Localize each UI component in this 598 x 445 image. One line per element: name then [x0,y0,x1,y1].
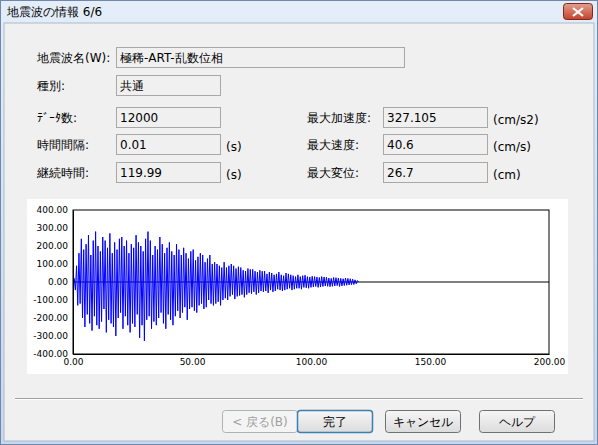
field-label: 最大速度: [307,138,359,152]
tick: -200.00 [33,313,73,323]
button-label[interactable]: 完了 [323,415,347,429]
close-icon[interactable] [573,8,583,16]
x-axis: 0.00 50.00 100.00 150.00 200.00 [63,354,565,367]
field-value: 26.7 [387,166,414,180]
axis-line [74,354,550,355]
tick: 200.00 [534,354,566,367]
field-value: 0.01 [120,138,147,152]
tick: 300.00 [37,223,74,233]
dialog-window: 地震波の情報 6/6 地震波名(W): 極稀-ART-乱数位相種別: 共通 ﾃﾞｰﾀ数:… [0,0,598,445]
field-label: 最大変位: [307,166,359,180]
tick-label: -200.00 [33,313,68,323]
tick: 150.00 [415,354,447,367]
window-title: 地震波の情報 6/6 [6,5,102,19]
close-button[interactable] [564,4,593,20]
field-unit: (s) [226,168,242,182]
separator-highlight [15,399,583,400]
field-box [117,135,221,155]
field: 時間間隔: 0.01 (s) [37,135,242,155]
tick-label: -100.00 [33,295,68,305]
field-unit: (cm/s) [493,140,531,154]
tick-label: 300.00 [37,223,69,233]
plot-frame [73,210,549,354]
field-unit: (cm/s2) [493,113,539,127]
button-label: < 戻る(B) [232,415,287,429]
field-box [117,76,221,96]
button-label[interactable]: キャンセル [393,415,453,429]
tick: 50.00 [180,354,206,367]
field-box [384,135,488,155]
field: 種別: 共通 [37,76,221,96]
button-bg [223,411,298,433]
field-label: 地震波名(W): [36,51,110,65]
button-bg[interactable] [298,411,373,433]
axis-line [73,211,74,355]
tick-label: 0.00 [48,277,68,287]
tick: -100.00 [33,295,73,305]
tick-label: 400.00 [37,205,69,215]
field-label: ﾃﾞｰﾀ数: [37,111,77,125]
tick: 200.00 [37,241,74,251]
tick-label: 100.00 [296,357,328,367]
button[interactable]: ヘルプ [480,411,555,433]
field: 最大加速度: 327.105 (cm/s2) [307,108,539,128]
tick-label: 150.00 [415,357,447,367]
field-box [384,108,488,128]
button: < 戻る(B) [223,411,298,433]
close-button-bg[interactable] [564,4,593,20]
tick-label: 100.00 [37,259,69,269]
button-bg[interactable] [386,411,461,433]
field: 継続時間: 119.99 (s) [36,163,242,183]
tick: 100.00 [296,354,328,367]
tick-label: 50.00 [180,357,206,367]
tick: 0.00 [63,354,83,367]
field-box [117,48,405,68]
field-value: 40.6 [387,138,414,152]
field-value: 12000 [120,111,158,125]
separator [15,398,583,399]
button-bg[interactable] [480,411,555,433]
field-label: 最大加速度: [307,111,371,125]
button[interactable]: キャンセル [386,411,461,433]
field-value: 119.99 [120,166,162,180]
field-value: 327.105 [387,111,437,125]
field: 最大変位: 26.7 (cm) [307,163,521,183]
y-axis: -400.00-300.00-200.00-100.000.00100.0020… [33,205,73,359]
button-label[interactable]: ヘルプ [499,415,536,429]
field: ﾃﾞｰﾀ数: 12000 [37,108,221,128]
waveform-line [73,232,359,341]
chart-panel [27,199,568,374]
tick-label: 200.00 [37,241,69,251]
tick-label: 0.00 [63,357,83,367]
field-label: 種別: [37,79,65,93]
field-box [384,163,488,183]
field-unit: (s) [226,140,242,154]
client-area [4,23,594,441]
tick: 100.00 [37,259,74,269]
field-unit: (cm) [493,168,521,182]
field: 最大速度: 40.6 (cm/s) [307,135,531,155]
tick: 400.00 [37,205,74,215]
field-label: 時間間隔: [37,138,89,152]
button[interactable]: 完了 [298,411,373,433]
tick-label: -300.00 [33,331,68,341]
field-value: 極稀-ART-乱数位相 [120,51,223,65]
field-label: 継続時間: [36,166,89,180]
field-value: 共通 [120,79,144,93]
tick: 0.00 [48,277,73,287]
tick: -300.00 [33,331,73,341]
baseline [73,282,549,283]
window-frame [1,1,598,445]
tick-label: 200.00 [534,357,566,367]
field: 地震波名(W): 極稀-ART-乱数位相 [36,48,405,68]
field-box [117,163,221,183]
plot-area [73,232,549,341]
field-box [117,108,221,128]
